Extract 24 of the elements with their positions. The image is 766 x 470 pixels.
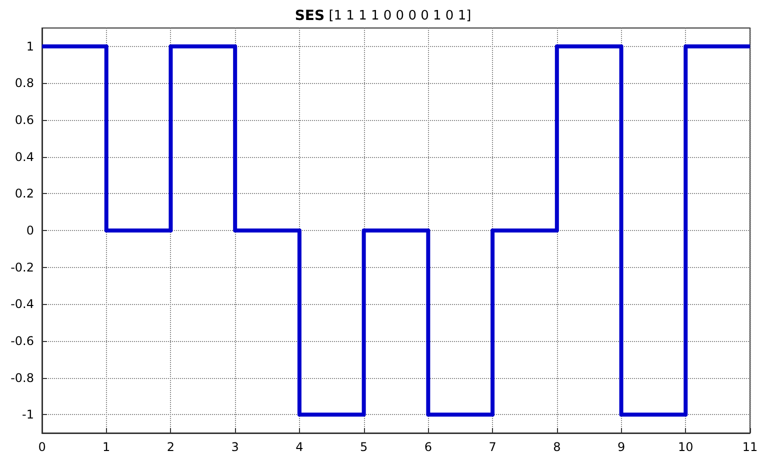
x-tick-label: 2 [166, 440, 175, 454]
x-tick-label: 7 [488, 440, 496, 454]
y-tick-label: 0.4 [14, 150, 34, 164]
y-tick-label: -0.4 [10, 297, 34, 312]
y-tick-label: -0.2 [10, 260, 34, 274]
x-tick-label: 3 [231, 440, 239, 454]
x-tick-label: 9 [617, 440, 626, 454]
y-tick-label: -0.6 [10, 334, 34, 348]
y-tick-label: 0.8 [14, 76, 34, 90]
x-tick-label: 5 [360, 440, 368, 454]
x-tick-label: 11 [742, 440, 758, 454]
y-tick-label: 0.6 [14, 113, 34, 128]
y-tick-label: -1 [22, 408, 34, 422]
x-tick-label: 4 [296, 440, 304, 454]
x-tick-label: 0 [38, 440, 46, 454]
y-tick-label: 1 [26, 39, 34, 54]
y-tick-label: 0 [26, 224, 34, 238]
x-tick-label: 1 [102, 440, 110, 454]
x-tick-label: 6 [424, 440, 432, 454]
y-tick-label: 0.2 [14, 186, 34, 201]
chart-title: SES [1 1 1 1 0 0 0 0 1 0 1] [294, 8, 472, 24]
y-tick-label: -0.8 [10, 370, 34, 385]
x-tick-label: 8 [553, 440, 561, 454]
x-tick-label: 10 [678, 440, 694, 454]
